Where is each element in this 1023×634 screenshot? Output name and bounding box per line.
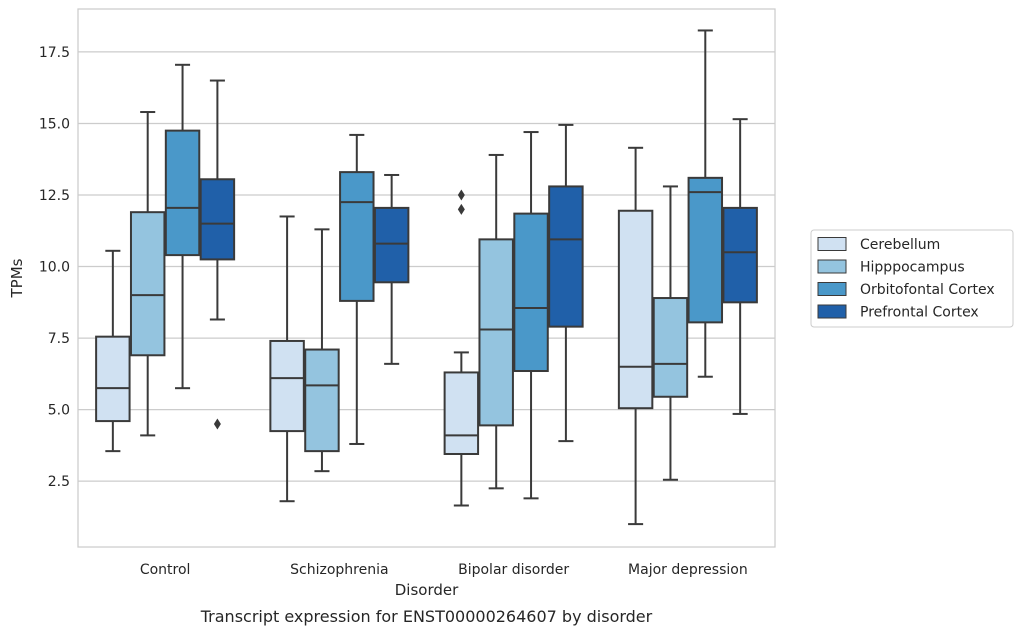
legend: Cerebellum Hipppocampus Orbitofontal Corte… (810, 229, 1014, 328)
box-3-3 (722, 118, 758, 415)
legend-swatch (817, 282, 847, 296)
box-0-1 (129, 111, 166, 437)
box-0-3 (199, 79, 236, 430)
iqr-box (652, 297, 689, 398)
box-2-3 (548, 123, 584, 443)
plot-frame (77, 8, 776, 548)
iqr-box (339, 171, 375, 302)
iqr-box (199, 178, 236, 261)
iqr-box (617, 209, 654, 410)
legend-swatch (817, 237, 847, 251)
iqr-box (164, 129, 201, 257)
iqr-box (722, 206, 758, 304)
x-tick-label: Major depression (628, 562, 748, 578)
box-2-1 (478, 153, 514, 490)
iqr-box (129, 211, 166, 357)
iqr-box (304, 348, 340, 453)
y-tick-label: 10.0 (39, 260, 70, 276)
outlier-point (457, 203, 465, 215)
y-axis-label: TPMs (8, 258, 26, 298)
x-axis-label: Disorder (395, 581, 459, 599)
legend-frame (810, 229, 1014, 328)
chart-caption: Transcript expression for ENST0000026460… (200, 607, 653, 626)
x-tick-labels: Control Schizophrenia Bipolar disorder Majo… (140, 562, 748, 578)
iqr-box (548, 185, 584, 328)
box-3-0 (617, 146, 654, 526)
x-tick-label: Control (140, 562, 191, 578)
y-tick-label: 2.5 (48, 474, 70, 490)
y-tick-labels: 2.5 5.0 7.5 10.0 12.5 15.0 17.5 (39, 45, 70, 490)
legend-label: Orbitofontal Cortex (860, 282, 995, 298)
box-0-0 (95, 249, 131, 453)
box-2-0 (443, 189, 480, 507)
iqr-box (269, 339, 305, 433)
iqr-box (478, 238, 514, 427)
iqr-box (95, 335, 131, 423)
x-tick-label: Bipolar disorder (458, 562, 569, 578)
y-tick-label: 12.5 (39, 188, 70, 204)
y-tick-label: 5.0 (48, 403, 70, 419)
plot-background (78, 9, 775, 547)
y-tick-label: 17.5 (39, 45, 70, 61)
box-3-1 (652, 185, 689, 481)
legend-swatch (817, 259, 847, 274)
box-0-2 (164, 63, 201, 390)
outlier-point (457, 189, 465, 201)
iqr-box (373, 206, 410, 284)
box-1-2 (339, 133, 375, 445)
y-tick-label: 7.5 (48, 331, 70, 347)
box-3-2 (687, 29, 724, 378)
box-1-3 (373, 173, 410, 365)
box-2-2 (513, 131, 549, 500)
iqr-box (443, 371, 480, 455)
y-tick-label: 15.0 (39, 116, 70, 132)
outlier-point (213, 418, 221, 430)
legend-label: Prefrontal Cortex (860, 305, 979, 321)
grid-lines (78, 51, 775, 482)
legend-swatch (817, 304, 847, 319)
iqr-box (513, 212, 549, 373)
legend-label: Cerebellum (860, 237, 940, 253)
legend-label: Hipppocampus (860, 260, 965, 276)
box-1-1 (304, 228, 340, 473)
box-1-0 (269, 215, 305, 503)
box-plots (95, 29, 758, 526)
x-tick-label: Schizophrenia (290, 562, 388, 578)
iqr-box (687, 176, 724, 324)
